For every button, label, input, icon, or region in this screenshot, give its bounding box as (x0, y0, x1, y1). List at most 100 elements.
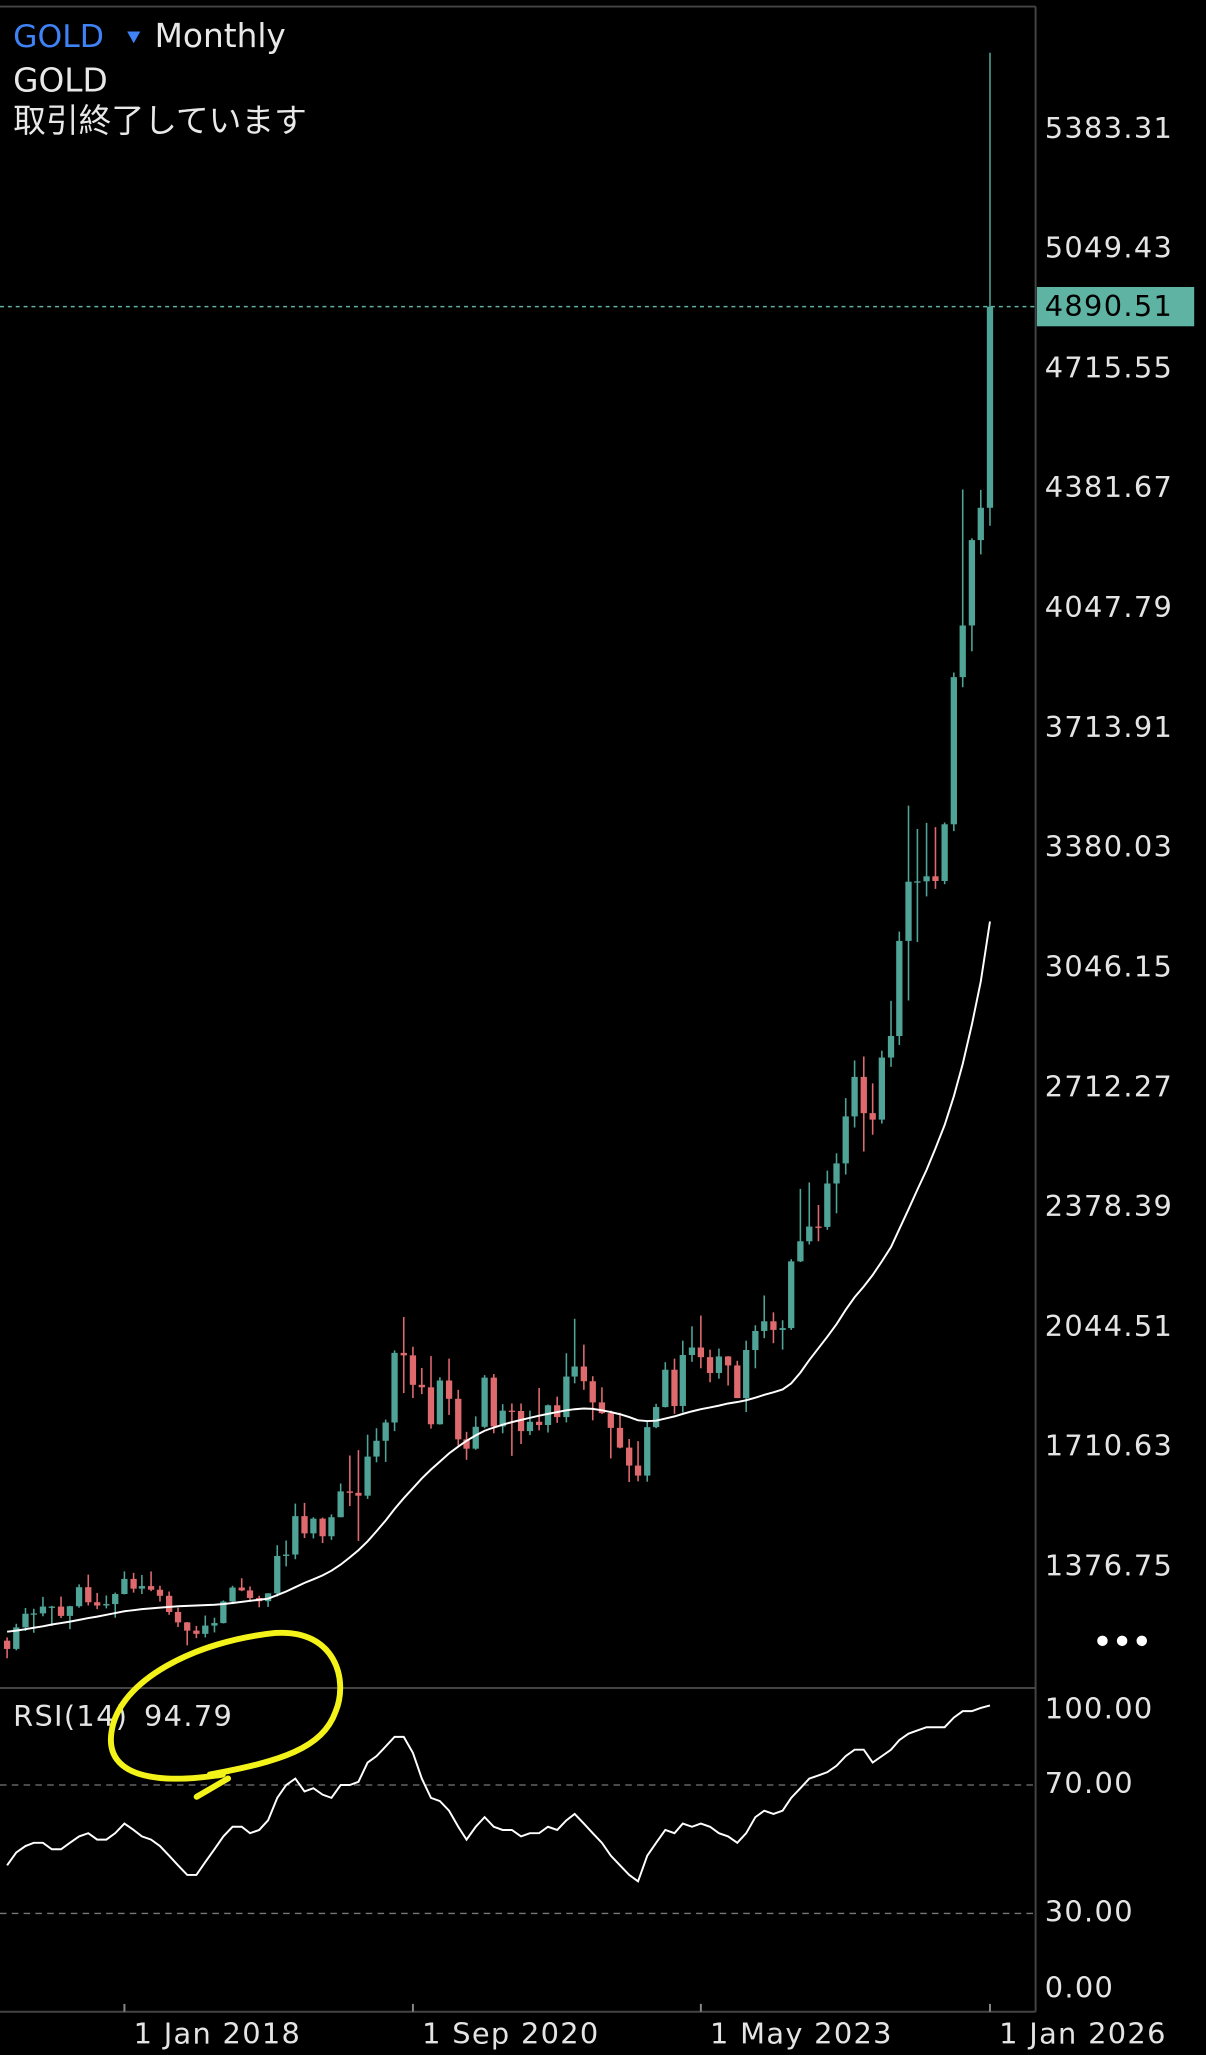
candle-body (571, 1366, 578, 1377)
more-menu[interactable] (1097, 1635, 1148, 1647)
candle-body (246, 1590, 254, 1598)
candle-body (923, 876, 930, 882)
candle-body (860, 1076, 867, 1114)
candle-body (274, 1555, 281, 1594)
candle-body (382, 1422, 389, 1441)
y-tick-label: 4715.55 (1045, 350, 1173, 384)
candle-body (941, 824, 948, 881)
candle-body (184, 1622, 191, 1631)
y-tick-label: 0.00 (1045, 1970, 1114, 2004)
candle-body (517, 1411, 525, 1432)
dot[interactable] (1097, 1635, 1108, 1647)
candle-body (264, 1593, 272, 1602)
y-tick-label: 3713.91 (1045, 710, 1173, 744)
candle-body (292, 1516, 299, 1555)
y-tick-label: 4381.67 (1045, 470, 1173, 504)
x-tick-label: 1 Jan 2026 (999, 2016, 1167, 2050)
candle-body (842, 1116, 849, 1164)
y-tick-label: 4047.79 (1045, 590, 1173, 624)
candle-body (75, 1587, 83, 1607)
last-price-label: 4890.51 (1045, 289, 1173, 323)
candle-body (39, 1606, 47, 1614)
candle-body (544, 1405, 552, 1425)
candle-body (671, 1369, 678, 1406)
candle-body (13, 1627, 20, 1649)
candle-body (364, 1456, 371, 1496)
candle-body (752, 1330, 759, 1350)
candle-body (788, 1261, 795, 1329)
y-tick-label: 100.00 (1045, 1691, 1154, 1725)
dot[interactable] (1116, 1635, 1128, 1647)
y-tick-label: 5049.43 (1045, 231, 1173, 265)
y-tick-label: 70.00 (1045, 1766, 1134, 1800)
candle-body (48, 1606, 55, 1608)
candle-body (968, 540, 976, 626)
candle-body (138, 1586, 146, 1589)
candle-body (563, 1376, 570, 1418)
candle-body (616, 1427, 624, 1448)
candle-body (770, 1321, 777, 1330)
candle-body (436, 1380, 444, 1425)
candle-body (797, 1241, 804, 1262)
symbol[interactable]: GOLD (13, 19, 104, 55)
candle-body (598, 1402, 606, 1414)
candle-body (697, 1347, 705, 1358)
candle-body (833, 1163, 840, 1184)
candle-body (211, 1623, 218, 1626)
candle-body (355, 1492, 362, 1496)
y-tick-label: 30.00 (1045, 1894, 1134, 1928)
candle-body (121, 1578, 128, 1595)
candle-body (220, 1601, 227, 1624)
x-tick-label: 1 Jan 2018 (134, 2016, 302, 2050)
candle-body (815, 1226, 822, 1228)
timeframe[interactable]: Monthly (155, 17, 286, 55)
candle-body (147, 1586, 155, 1590)
candle-body (455, 1398, 462, 1440)
instrument-name: GOLD (13, 62, 108, 100)
candle-body (905, 881, 912, 941)
candle-body (662, 1369, 669, 1408)
candle-body (932, 876, 939, 881)
dot[interactable] (1136, 1635, 1148, 1647)
candle-body (761, 1321, 768, 1331)
candle-body (652, 1407, 660, 1428)
dropdown-icon[interactable] (127, 31, 141, 44)
candle-body (950, 677, 957, 825)
indicator-value: 94.79 (144, 1699, 233, 1733)
market-status: 取引終了しています (13, 102, 307, 140)
candle-body (851, 1076, 858, 1117)
indicator-title: RSI(14) (13, 1699, 128, 1733)
rsi-line (6, 1704, 991, 1883)
candle-body (229, 1587, 236, 1602)
candle-body (679, 1355, 686, 1406)
candle-body (94, 1602, 101, 1606)
moving-average (6, 921, 991, 1633)
candle-body (463, 1439, 470, 1449)
candle-body (887, 1036, 895, 1058)
candle-body (391, 1352, 398, 1423)
y-tick-label: 1376.75 (1045, 1549, 1173, 1583)
candle-body (644, 1427, 651, 1476)
candle-body (914, 881, 921, 883)
candle-body (328, 1517, 335, 1537)
candle-body (896, 940, 903, 1037)
last-price-box (1036, 286, 1195, 327)
y-tick-label: 3046.15 (1045, 949, 1173, 983)
candle-body (878, 1057, 885, 1120)
y-tick-label: 2378.39 (1045, 1189, 1173, 1223)
candle-body (427, 1387, 435, 1425)
candle-body (57, 1606, 65, 1616)
candle-body (103, 1604, 110, 1606)
candle-body (346, 1491, 353, 1493)
candle-body (626, 1447, 633, 1466)
candle-body (165, 1595, 173, 1612)
candle-body (959, 625, 966, 678)
candle-body (174, 1611, 182, 1623)
candle-body (445, 1380, 453, 1399)
candle-body (706, 1357, 714, 1373)
candle-body (112, 1594, 119, 1605)
candle-body (3, 1640, 11, 1649)
candle-body (715, 1356, 723, 1373)
candle-body (481, 1377, 488, 1427)
